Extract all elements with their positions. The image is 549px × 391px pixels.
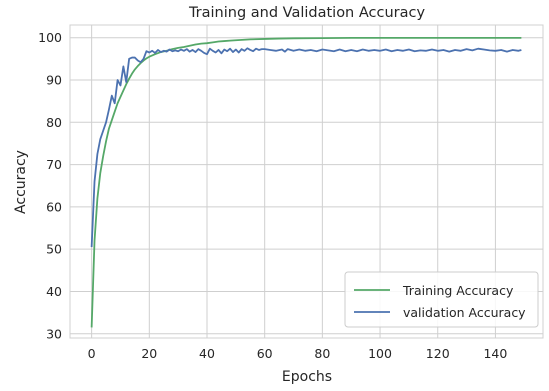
y-tick-label: 80	[46, 115, 62, 130]
y-tick-label: 70	[46, 157, 62, 172]
x-tick-label: 40	[199, 346, 215, 361]
x-tick-label: 120	[426, 346, 450, 361]
x-tick-label: 20	[141, 346, 157, 361]
x-tick-label: 80	[314, 346, 330, 361]
legend-label-training: Training Accuracy	[402, 283, 514, 298]
series-lines	[90, 37, 522, 328]
x-tick-label: 60	[257, 346, 273, 361]
x-tick-label: 140	[483, 346, 507, 361]
legend: Training Accuracy validation Accuracy	[344, 271, 539, 328]
y-tick-label: 60	[46, 199, 62, 214]
y-tick-label: 40	[46, 284, 62, 299]
chart-title: Training and Validation Accuracy	[188, 5, 426, 21]
validation-accuracy-line	[90, 47, 522, 248]
plot-frame	[69, 24, 544, 339]
grid	[70, 25, 543, 338]
y-tick-label: 100	[38, 30, 62, 45]
x-tick-label: 0	[88, 346, 96, 361]
y-tick-label: 90	[46, 72, 62, 87]
y-tick-label: 50	[46, 242, 62, 257]
y-axis-label: Accuracy	[13, 150, 29, 214]
legend-box	[344, 271, 539, 328]
x-tick-label: 100	[368, 346, 392, 361]
x-axis-label: Epochs	[282, 369, 332, 385]
y-tick-label: 30	[46, 326, 62, 341]
legend-label-validation: validation Accuracy	[403, 305, 526, 320]
tick-labels: 0 20 40 60 80 100 120 140 30 40 50 60 70 80 90 100	[38, 30, 507, 361]
